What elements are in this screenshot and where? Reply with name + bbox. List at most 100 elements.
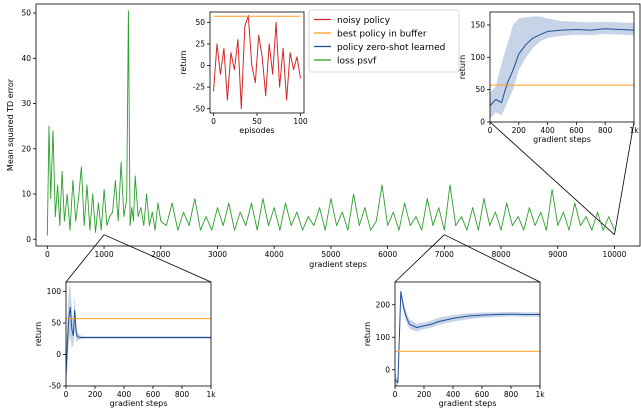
y-tick-label: 20	[21, 144, 31, 153]
x-tick-label: 400	[117, 390, 132, 399]
x-tick-label: 0	[64, 390, 69, 399]
plot-area	[490, 16, 634, 119]
x-axis-label: gradient steps	[439, 399, 497, 408]
y-tick-label: 0	[200, 61, 205, 70]
axes-frame	[394, 281, 541, 387]
y-tick-label: 40	[21, 54, 31, 63]
x-tick-label: 9000	[548, 250, 567, 259]
y-tick-label: 100	[376, 333, 391, 342]
y-tick-label: 0	[26, 235, 31, 244]
y-tick-label: -50	[193, 104, 205, 113]
x-tick-label: 0	[211, 117, 216, 126]
series-band-0	[490, 16, 634, 119]
y-tick-label: 0	[385, 365, 390, 374]
zoom-connectors	[65, 121, 635, 283]
x-tick-label: 800	[598, 126, 613, 135]
x-tick-label: 200	[88, 390, 103, 399]
y-tick-label: 150	[471, 21, 486, 30]
series-line-0	[46, 10, 615, 236]
y-tick-label: -50	[49, 382, 61, 391]
y-tick-label: 50	[475, 85, 485, 94]
x-tick-label: 600	[569, 126, 584, 135]
y-tick-label: 30	[21, 99, 31, 108]
plot-area	[213, 15, 301, 110]
series-line-0	[66, 306, 211, 374]
y-tick-label: 100	[47, 287, 62, 296]
x-tick-label: 50	[252, 117, 262, 126]
x-tick-label: 10000	[603, 250, 627, 259]
x-tick-label: 1k	[629, 126, 639, 135]
y-tick-label: 25	[195, 40, 205, 49]
x-axis-label: gradient steps	[309, 260, 367, 269]
axes-frame	[65, 281, 212, 387]
panel-main: 0 1000 2000 3000 4000 5000 6000 7000 8000 9000 100…	[6, 3, 641, 269]
y-axis-label: return	[179, 50, 188, 74]
legend-label: best policy in buffer	[337, 29, 427, 39]
x-tick-label: 1k	[535, 390, 545, 399]
panel-inset-7000: 0 200 400 600 800 1k 0 100 200 gradient steps retu…	[363, 281, 545, 408]
y-tick-label: 100	[471, 53, 486, 62]
x-tick-label: 600	[475, 390, 490, 399]
y-axis-label: Mean squared TD error	[6, 78, 15, 171]
y-tick-label: 10	[21, 190, 31, 199]
y-axis-label: return	[363, 322, 372, 346]
zoom-line-right	[444, 234, 541, 283]
x-axis-label: gradient steps	[110, 399, 168, 408]
y-tick-label: -25	[193, 83, 205, 92]
axes-frame	[35, 3, 641, 247]
plot-area	[395, 286, 540, 386]
y-axis-label: return	[458, 55, 467, 79]
axes-frame	[489, 11, 635, 123]
series-line-0	[395, 291, 540, 384]
legend-box	[308, 9, 460, 73]
x-axis-label: gradient steps	[533, 135, 591, 144]
y-tick-label: 50	[195, 18, 205, 27]
panel-background	[395, 282, 540, 386]
x-tick-label: 200	[512, 126, 527, 135]
zoom-line-left	[65, 234, 105, 283]
x-tick-label: 3000	[208, 250, 227, 259]
x-tick-label: 400	[446, 390, 461, 399]
series-line-0	[213, 15, 301, 110]
x-tick-label: 800	[175, 390, 190, 399]
y-tick-label: 0	[56, 350, 61, 359]
plot-area	[66, 283, 211, 386]
x-tick-label: 600	[146, 390, 161, 399]
zoom-line-right	[614, 121, 635, 235]
y-tick-label: 200	[376, 300, 391, 309]
x-tick-label: 1k	[206, 390, 216, 399]
x-tick-label: 0	[393, 390, 398, 399]
legend-label: loss psvf	[337, 56, 377, 66]
x-axis-label: episodes	[239, 126, 274, 135]
x-tick-label: 1000	[95, 250, 114, 259]
zoom-line-right	[103, 234, 212, 283]
x-tick-label: 8000	[492, 250, 511, 259]
legend: noisy policy best policy in buffer policy …	[308, 9, 460, 73]
plot-area	[46, 10, 615, 236]
x-tick-label: 400	[540, 126, 555, 135]
zoom-line-left	[489, 121, 615, 235]
x-tick-label: 7000	[435, 250, 454, 259]
panel-inset-10000: 0 200 400 600 800 1k 0 50 100 150 gradient steps re…	[458, 11, 639, 144]
series-line-0	[490, 28, 634, 107]
y-tick-label: 50	[51, 319, 61, 328]
x-tick-label: 0	[45, 250, 50, 259]
y-tick-label: 0	[480, 118, 485, 127]
x-tick-label: 5000	[321, 250, 340, 259]
legend-label: policy zero-shot learned	[337, 43, 445, 53]
x-tick-label: 0	[488, 126, 493, 135]
x-tick-label: 100	[293, 117, 308, 126]
x-tick-label: 4000	[265, 250, 284, 259]
legend-label: noisy policy	[337, 16, 391, 26]
y-tick-label: 50	[21, 9, 31, 18]
zoom-line-left	[394, 234, 445, 283]
x-tick-label: 2000	[151, 250, 170, 259]
y-axis-label: return	[34, 322, 43, 346]
x-tick-label: 200	[417, 390, 432, 399]
x-tick-label: 800	[504, 390, 519, 399]
x-tick-label: 6000	[378, 250, 397, 259]
panel-background	[66, 282, 211, 386]
